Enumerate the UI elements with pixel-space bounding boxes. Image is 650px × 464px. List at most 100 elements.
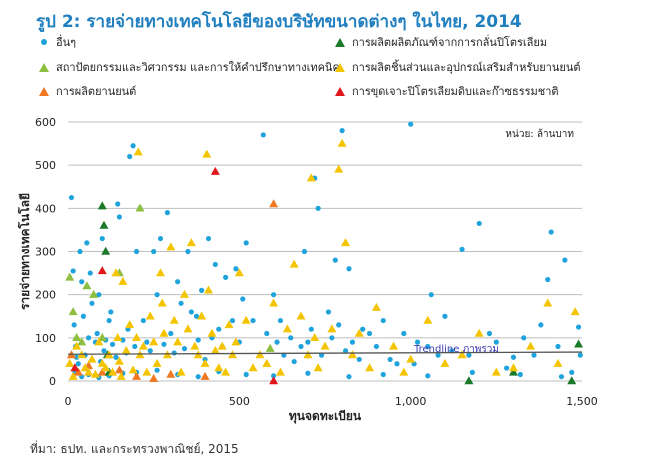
legend-label: สถาปัตยกรรมและวิศวกรรม และการให้คำปรึกษา… bbox=[56, 61, 340, 74]
data-point bbox=[260, 132, 266, 138]
data-point bbox=[169, 315, 179, 324]
data-point bbox=[77, 337, 87, 346]
data-point bbox=[85, 335, 92, 341]
data-point bbox=[577, 352, 583, 358]
legend-label: อื่นๆ bbox=[56, 36, 77, 49]
trendline: Trendline ภาพรวม bbox=[67, 344, 583, 355]
data-point bbox=[291, 358, 297, 365]
y-tick-label: 100 bbox=[35, 332, 56, 345]
data-point bbox=[558, 374, 565, 380]
data-point bbox=[442, 313, 448, 319]
data-point bbox=[168, 330, 174, 337]
data-point bbox=[366, 330, 373, 337]
data-point bbox=[68, 371, 78, 380]
data-point bbox=[575, 324, 582, 330]
data-point bbox=[466, 352, 472, 358]
data-point bbox=[166, 369, 176, 378]
data-point bbox=[197, 311, 207, 320]
data-point bbox=[440, 358, 450, 367]
data-point bbox=[274, 339, 280, 345]
data-point bbox=[178, 300, 184, 306]
data-point bbox=[114, 365, 124, 374]
data-point bbox=[72, 333, 82, 342]
data-point bbox=[193, 313, 200, 319]
data-point bbox=[84, 240, 90, 246]
data-point bbox=[399, 367, 409, 376]
legend-item-auto: การผลิตยานยนต์ bbox=[38, 82, 136, 100]
data-point bbox=[108, 367, 118, 376]
data-point bbox=[70, 268, 76, 274]
data-point bbox=[210, 345, 220, 354]
data-point bbox=[84, 367, 94, 376]
data-point bbox=[75, 361, 81, 367]
data-point bbox=[156, 268, 166, 277]
trendline-label: Trendline ภาพรวม bbox=[413, 344, 499, 355]
data-point bbox=[68, 194, 75, 201]
data-point bbox=[161, 341, 167, 347]
data-point bbox=[118, 276, 128, 285]
data-point bbox=[132, 333, 142, 342]
x-tick-label: 0 bbox=[65, 395, 72, 408]
data-point bbox=[151, 248, 157, 255]
data-point bbox=[282, 324, 292, 333]
data-point bbox=[233, 266, 239, 272]
data-point bbox=[360, 326, 366, 332]
data-point bbox=[205, 235, 212, 242]
data-point bbox=[356, 356, 362, 363]
data-point bbox=[212, 261, 218, 268]
data-point bbox=[241, 315, 251, 324]
data-point bbox=[202, 149, 212, 158]
data-point bbox=[255, 350, 265, 359]
data-point bbox=[298, 343, 304, 350]
data-point bbox=[567, 376, 577, 385]
data-point bbox=[243, 240, 249, 246]
data-point bbox=[394, 361, 400, 367]
data-point bbox=[214, 363, 224, 372]
data-point bbox=[216, 326, 222, 332]
data-point bbox=[305, 370, 311, 376]
data-point bbox=[389, 341, 399, 350]
data-point bbox=[65, 358, 75, 367]
circle-marker-icon bbox=[38, 36, 50, 48]
triangle-marker-icon bbox=[38, 85, 50, 97]
triangle-marker-icon bbox=[334, 85, 346, 97]
data-point bbox=[144, 339, 150, 345]
data-point bbox=[320, 341, 330, 350]
data-point bbox=[101, 348, 107, 354]
data-point bbox=[183, 324, 193, 333]
trendline-line bbox=[67, 351, 583, 355]
legend-label: การผลิตผลิตภัณฑ์จากการกลั่นปิโตรเลียม bbox=[352, 36, 548, 49]
data-point bbox=[474, 328, 484, 337]
data-point bbox=[166, 242, 176, 251]
data-point bbox=[269, 199, 279, 208]
y-axis-label: รายจ่ายทางเทคโนโลยี bbox=[17, 193, 32, 310]
triangle-marker-icon bbox=[38, 61, 50, 73]
data-point bbox=[114, 356, 124, 365]
data-point bbox=[373, 343, 379, 350]
data-point bbox=[82, 281, 92, 290]
unit-note: หน่วย: ล้านบาท bbox=[505, 128, 574, 140]
data-point bbox=[371, 302, 381, 311]
data-point bbox=[127, 153, 133, 160]
data-point bbox=[562, 257, 568, 263]
data-point bbox=[229, 317, 236, 324]
data-point bbox=[87, 354, 97, 363]
data-point bbox=[574, 339, 584, 348]
data-point bbox=[171, 350, 177, 356]
data-point bbox=[149, 374, 159, 383]
legend-swatch bbox=[335, 87, 345, 96]
data-point bbox=[332, 257, 338, 263]
data-point bbox=[159, 328, 169, 337]
data-point bbox=[334, 164, 344, 173]
legend-swatch bbox=[41, 39, 47, 45]
data-point bbox=[180, 289, 190, 298]
data-point bbox=[265, 343, 275, 352]
data-point bbox=[406, 354, 416, 363]
data-point bbox=[464, 376, 474, 385]
data-point bbox=[157, 298, 167, 307]
data-point bbox=[190, 341, 200, 350]
source-note: ที่มา: ธปท. และกระทรวงพาณิชย์, 2015 bbox=[30, 442, 239, 456]
legend-swatch bbox=[335, 38, 345, 47]
data-point bbox=[337, 138, 347, 147]
legend: อื่นๆ สถาปัตยกรรมและวิศวกรรม และการให้คำ… bbox=[0, 0, 650, 120]
